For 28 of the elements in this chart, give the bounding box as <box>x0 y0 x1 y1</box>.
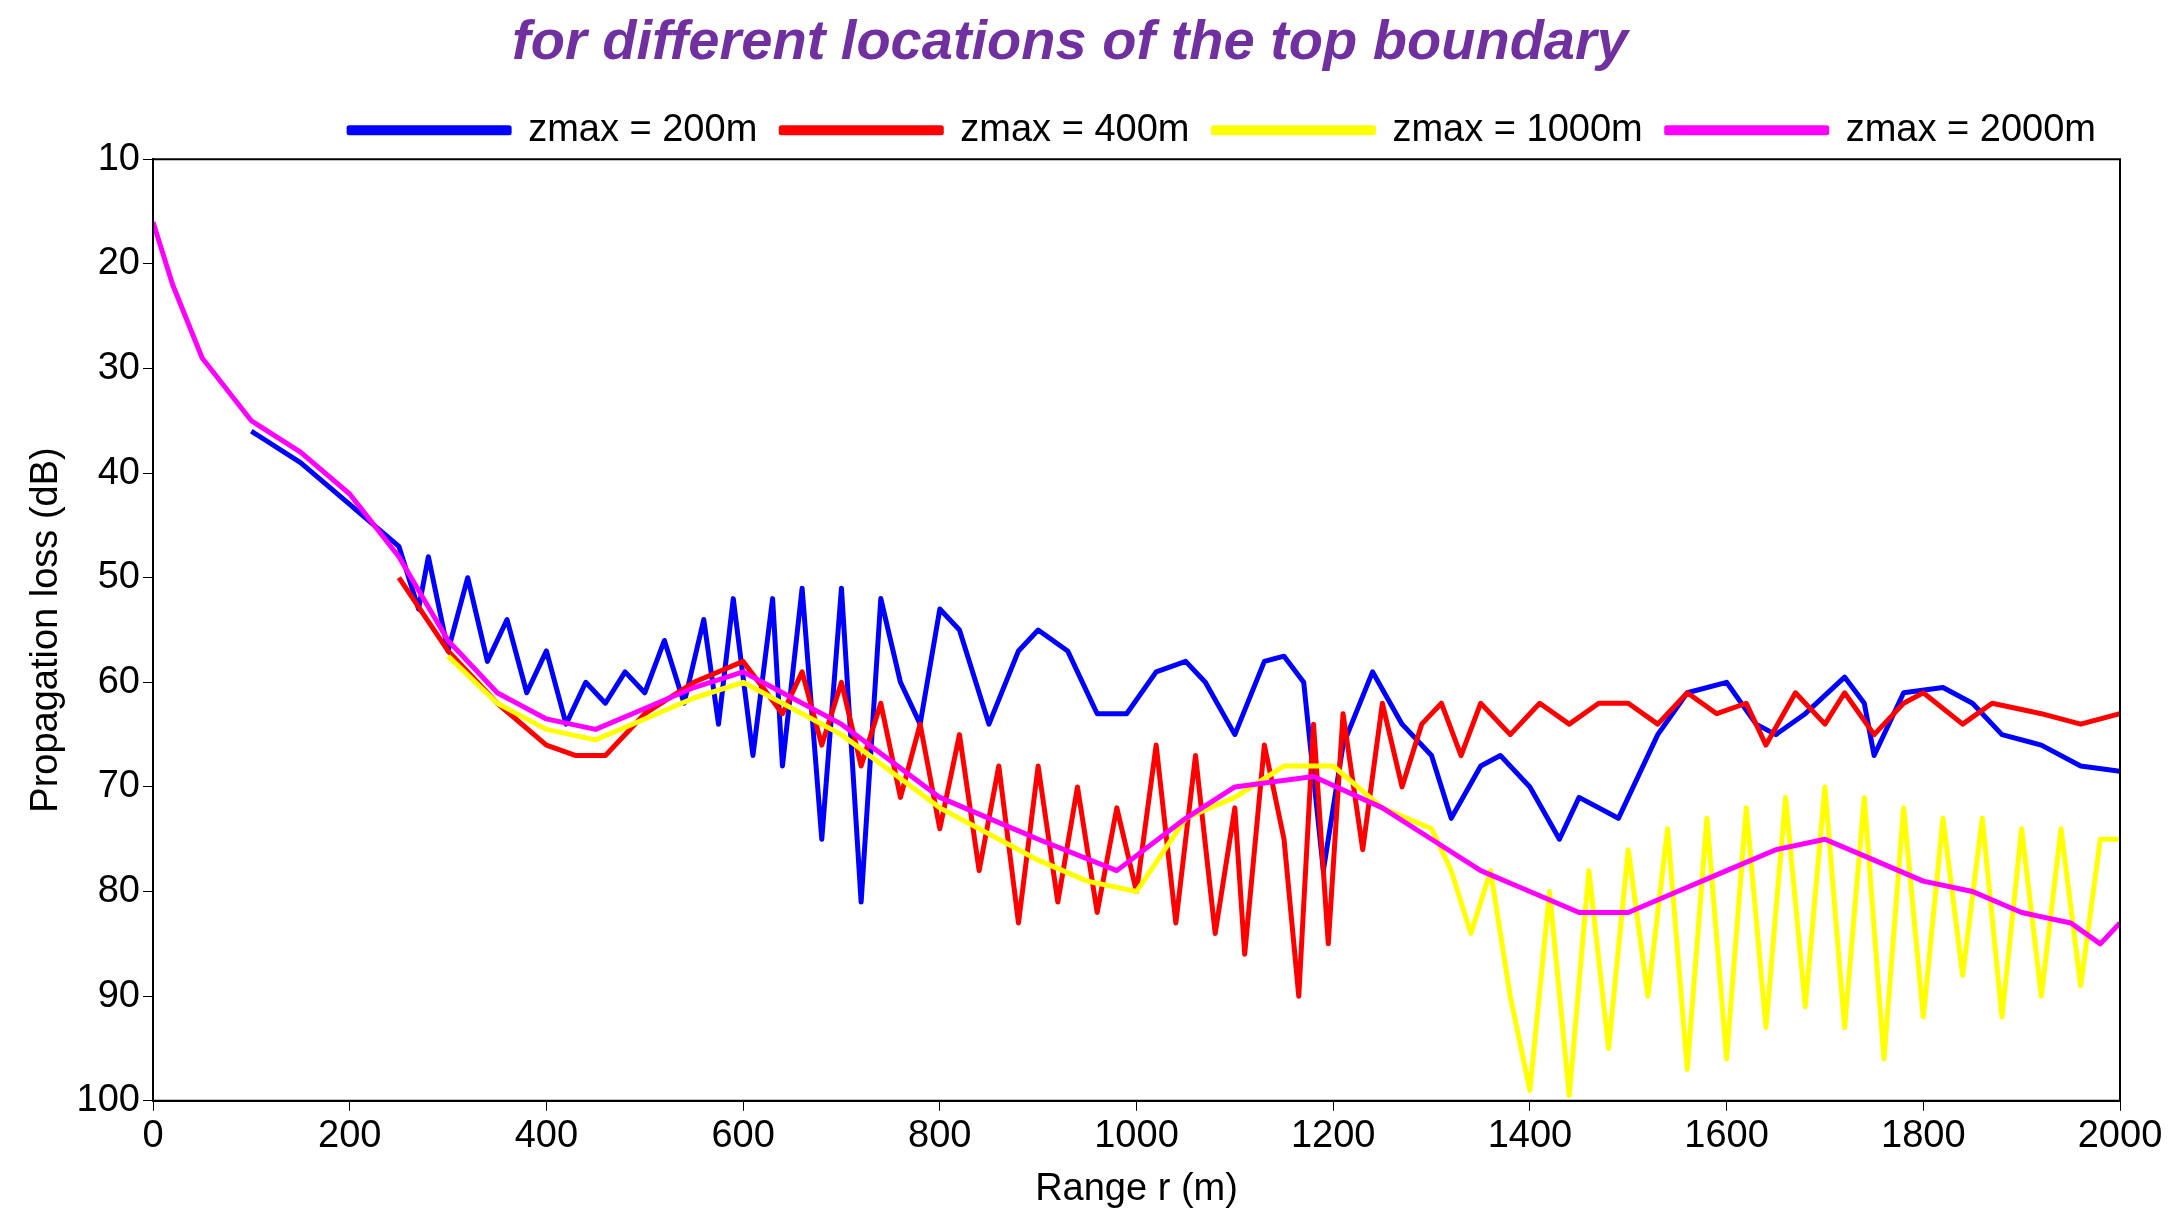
x-tick-label: 1600 <box>1684 1113 1769 1156</box>
x-tick-label: 1200 <box>1290 1113 1376 1156</box>
y-tick-label: 40 <box>97 449 140 492</box>
y-tick-label: 50 <box>97 554 140 597</box>
x-tick-label: 1400 <box>1487 1113 1573 1156</box>
legend-label: zmax = 200m <box>528 106 758 149</box>
y-tick-label: 70 <box>97 763 140 806</box>
x-tick-label: 600 <box>711 1113 775 1156</box>
y-tick-label: 100 <box>76 1077 140 1120</box>
x-tick-label: 0 <box>142 1113 164 1156</box>
y-tick-label: 80 <box>97 868 140 911</box>
y-axis-title: Propagation loss (dB) <box>23 447 66 813</box>
x-tick-label: 1800 <box>1881 1113 1966 1156</box>
chart-title: for different locations of the top boundary <box>512 8 1631 72</box>
legend-label: zmax = 2000m <box>1845 106 2097 149</box>
legend-label: zmax = 400m <box>960 106 1190 149</box>
x-tick-label: 200 <box>318 1113 382 1156</box>
x-tick-label: 400 <box>514 1113 579 1156</box>
y-tick-label: 90 <box>97 972 140 1015</box>
legend-label: zmax = 1000m <box>1392 106 1643 149</box>
y-tick-label: 60 <box>97 658 140 701</box>
x-tick-label: 800 <box>908 1113 972 1156</box>
y-tick-label: 10 <box>97 135 140 178</box>
x-tick-label: 1000 <box>1094 1113 1179 1156</box>
y-tick-label: 20 <box>97 240 140 283</box>
x-tick-label: 2000 <box>2077 1113 2163 1156</box>
x-axis-title: Range r (m) <box>1035 1165 1238 1208</box>
y-tick-label: 30 <box>97 344 140 387</box>
